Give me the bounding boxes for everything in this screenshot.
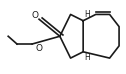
Text: H: H bbox=[84, 53, 90, 62]
Text: O: O bbox=[31, 11, 38, 20]
Text: O: O bbox=[36, 44, 43, 53]
Text: H: H bbox=[84, 10, 90, 19]
